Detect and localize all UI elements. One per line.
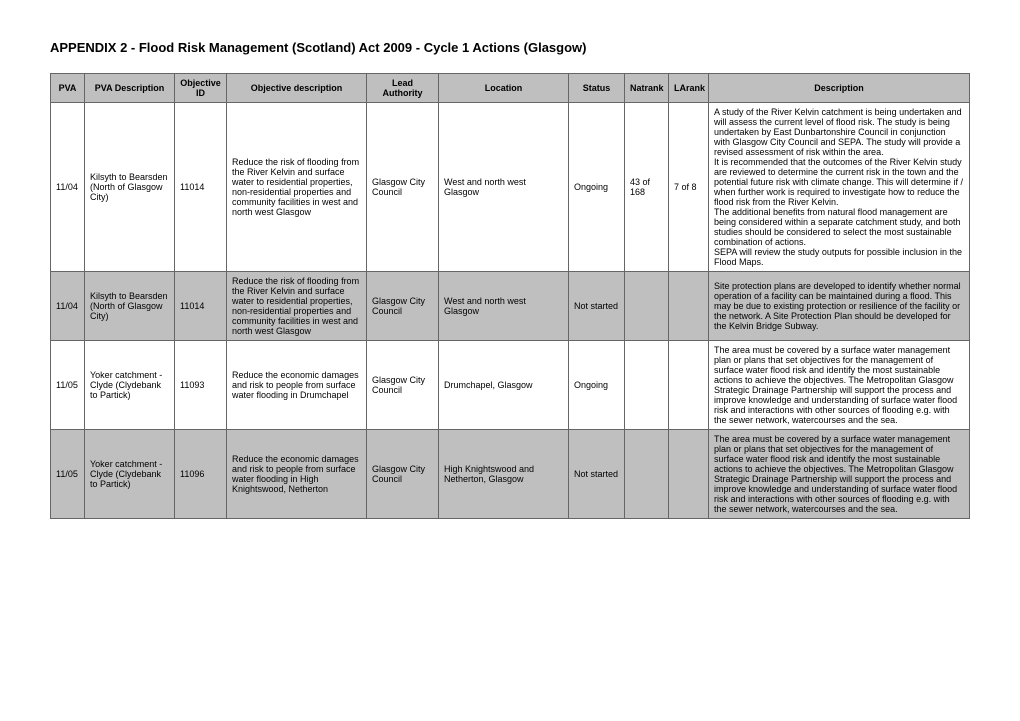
col-header-desc: Description xyxy=(709,74,970,103)
col-header-pvadesc: PVA Description xyxy=(85,74,175,103)
table-header-row: PVA PVA Description Objective ID Objecti… xyxy=(51,74,970,103)
cell-lead: Glasgow City Council xyxy=(367,430,439,519)
cell-objdesc: Reduce the economic damages and risk to … xyxy=(227,341,367,430)
col-header-lead: Lead Authority xyxy=(367,74,439,103)
col-header-loc: Location xyxy=(439,74,569,103)
cell-larank xyxy=(669,272,709,341)
cell-objid: 11093 xyxy=(175,341,227,430)
cell-loc: West and north west Glasgow xyxy=(439,272,569,341)
table-row: 11/05Yoker catchment - Clyde (Clydebank … xyxy=(51,341,970,430)
page-title: APPENDIX 2 - Flood Risk Management (Scot… xyxy=(50,40,970,55)
cell-desc: The area must be covered by a surface wa… xyxy=(709,430,970,519)
cell-loc: Drumchapel, Glasgow xyxy=(439,341,569,430)
cell-status: Ongoing xyxy=(569,103,625,272)
table-row: 11/05Yoker catchment - Clyde (Clydebank … xyxy=(51,430,970,519)
cell-objid: 11014 xyxy=(175,103,227,272)
cell-larank: 7 of 8 xyxy=(669,103,709,272)
cell-pva: 11/05 xyxy=(51,430,85,519)
cell-natrank: 43 of 168 xyxy=(625,103,669,272)
cell-lead: Glasgow City Council xyxy=(367,103,439,272)
cell-status: Not started xyxy=(569,272,625,341)
cell-pvadesc: Kilsyth to Bearsden (North of Glasgow Ci… xyxy=(85,272,175,341)
cell-loc: West and north west Glasgow xyxy=(439,103,569,272)
cell-natrank xyxy=(625,430,669,519)
cell-status: Not started xyxy=(569,430,625,519)
col-header-objid: Objective ID xyxy=(175,74,227,103)
col-header-natrank: Natrank xyxy=(625,74,669,103)
cell-pva: 11/05 xyxy=(51,341,85,430)
cell-desc: Site protection plans are developed to i… xyxy=(709,272,970,341)
cell-objdesc: Reduce the risk of flooding from the Riv… xyxy=(227,103,367,272)
cell-pva: 11/04 xyxy=(51,272,85,341)
col-header-status: Status xyxy=(569,74,625,103)
actions-table: PVA PVA Description Objective ID Objecti… xyxy=(50,73,970,519)
cell-pvadesc: Yoker catchment - Clyde (Clydebank to Pa… xyxy=(85,341,175,430)
col-header-pva: PVA xyxy=(51,74,85,103)
table-row: 11/04Kilsyth to Bearsden (North of Glasg… xyxy=(51,103,970,272)
cell-pvadesc: Kilsyth to Bearsden (North of Glasgow Ci… xyxy=(85,103,175,272)
cell-objid: 11014 xyxy=(175,272,227,341)
table-row: 11/04Kilsyth to Bearsden (North of Glasg… xyxy=(51,272,970,341)
col-header-larank: LArank xyxy=(669,74,709,103)
cell-loc: High Knightswood and Netherton, Glasgow xyxy=(439,430,569,519)
cell-objdesc: Reduce the economic damages and risk to … xyxy=(227,430,367,519)
cell-lead: Glasgow City Council xyxy=(367,341,439,430)
table-body: 11/04Kilsyth to Bearsden (North of Glasg… xyxy=(51,103,970,519)
cell-objdesc: Reduce the risk of flooding from the Riv… xyxy=(227,272,367,341)
cell-lead: Glasgow City Council xyxy=(367,272,439,341)
col-header-objdesc: Objective description xyxy=(227,74,367,103)
cell-pvadesc: Yoker catchment - Clyde (Clydebank to Pa… xyxy=(85,430,175,519)
cell-desc: A study of the River Kelvin catchment is… xyxy=(709,103,970,272)
cell-larank xyxy=(669,430,709,519)
cell-desc: The area must be covered by a surface wa… xyxy=(709,341,970,430)
cell-status: Ongoing xyxy=(569,341,625,430)
cell-natrank xyxy=(625,341,669,430)
cell-natrank xyxy=(625,272,669,341)
cell-larank xyxy=(669,341,709,430)
cell-objid: 11096 xyxy=(175,430,227,519)
cell-pva: 11/04 xyxy=(51,103,85,272)
